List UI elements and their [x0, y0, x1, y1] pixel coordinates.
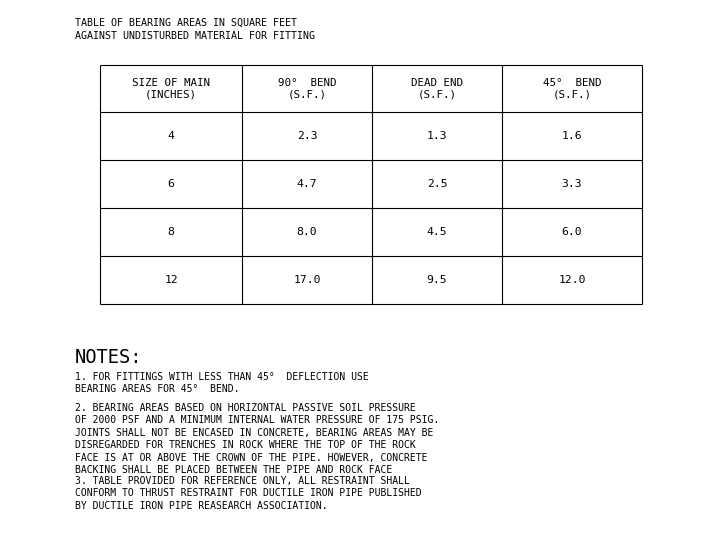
Text: 6.0: 6.0 — [562, 227, 582, 237]
Text: 12.0: 12.0 — [558, 275, 586, 285]
Text: 8.0: 8.0 — [297, 227, 317, 237]
Text: 1.6: 1.6 — [562, 131, 582, 141]
Text: 4.5: 4.5 — [426, 227, 448, 237]
Text: 2.5: 2.5 — [426, 179, 448, 189]
Text: TABLE OF BEARING AREAS IN SQUARE FEET: TABLE OF BEARING AREAS IN SQUARE FEET — [75, 18, 297, 28]
Text: 2.3: 2.3 — [297, 131, 317, 141]
Text: 9.5: 9.5 — [426, 275, 448, 285]
Text: 6: 6 — [167, 179, 174, 189]
Text: 3.3: 3.3 — [562, 179, 582, 189]
Text: 12: 12 — [164, 275, 178, 285]
Text: AGAINST UNDISTURBED MATERIAL FOR FITTING: AGAINST UNDISTURBED MATERIAL FOR FITTING — [75, 31, 315, 41]
Text: 90°  BEND
(S.F.): 90° BEND (S.F.) — [277, 78, 336, 100]
Text: SIZE OF MAIN
(INCHES): SIZE OF MAIN (INCHES) — [132, 78, 210, 100]
Text: 3. TABLE PROVIDED FOR REFERENCE ONLY, ALL RESTRAINT SHALL
CONFORM TO THRUST REST: 3. TABLE PROVIDED FOR REFERENCE ONLY, AL… — [75, 476, 421, 511]
Text: 1. FOR FITTINGS WITH LESS THAN 45°  DEFLECTION USE
BEARING AREAS FOR 45°  BEND.: 1. FOR FITTINGS WITH LESS THAN 45° DEFLE… — [75, 372, 369, 394]
Text: 17.0: 17.0 — [293, 275, 321, 285]
Text: 4: 4 — [167, 131, 174, 141]
Text: DEAD END
(S.F.): DEAD END (S.F.) — [411, 78, 463, 100]
Text: NOTES:: NOTES: — [75, 348, 143, 367]
Text: 8: 8 — [167, 227, 174, 237]
Text: 2. BEARING AREAS BASED ON HORIZONTAL PASSIVE SOIL PRESSURE
OF 2000 PSF AND A MIN: 2. BEARING AREAS BASED ON HORIZONTAL PAS… — [75, 403, 439, 475]
Text: 1.3: 1.3 — [426, 131, 448, 141]
Text: 45°  BEND
(S.F.): 45° BEND (S.F.) — [543, 78, 602, 100]
Text: 4.7: 4.7 — [297, 179, 317, 189]
